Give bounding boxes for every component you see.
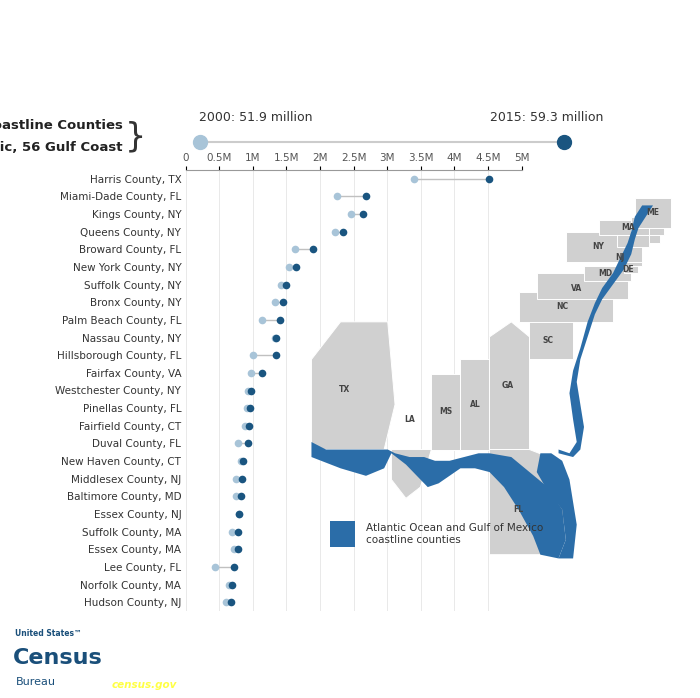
Text: MA: MA: [621, 223, 634, 232]
Text: Total Coastline Counties: Total Coastline Counties: [0, 119, 122, 132]
Text: 2015: 59.3 million: 2015: 59.3 million: [490, 112, 603, 124]
Bar: [330, 521, 355, 547]
Polygon shape: [489, 322, 529, 450]
Text: VA: VA: [571, 283, 582, 292]
Polygon shape: [537, 453, 577, 558]
Polygon shape: [617, 246, 642, 265]
Polygon shape: [461, 359, 489, 450]
Text: TX: TX: [339, 385, 350, 394]
Text: ME: ME: [647, 209, 659, 217]
Polygon shape: [312, 322, 395, 450]
Polygon shape: [559, 205, 653, 457]
Text: U.S. Department of Commerce: U.S. Department of Commerce: [112, 630, 279, 641]
Text: Economics and Statistics Administration: Economics and Statistics Administration: [112, 648, 294, 658]
Polygon shape: [529, 314, 573, 359]
Polygon shape: [566, 232, 642, 262]
Polygon shape: [631, 216, 650, 235]
Text: 2000: 51.9 million: 2000: 51.9 million: [199, 112, 313, 124]
Text: GA: GA: [502, 381, 514, 390]
Polygon shape: [519, 292, 613, 322]
Text: 129 Atlantic, 56 Gulf Coast: 129 Atlantic, 56 Gulf Coast: [0, 141, 122, 154]
Polygon shape: [537, 273, 628, 299]
Text: Atlantic Ocean and Gulf of Mexico
coastline counties: Atlantic Ocean and Gulf of Mexico coastl…: [366, 524, 543, 545]
Text: NJ: NJ: [615, 253, 625, 262]
Polygon shape: [584, 265, 631, 281]
Text: Change in Population of 25 Most Populous Atlantic and Gulf Coastline Counties: 2: Change in Population of 25 Most Populous…: [38, 82, 661, 95]
Text: U.S. CENSUS BUREAU: U.S. CENSUS BUREAU: [112, 664, 203, 674]
Text: AL: AL: [470, 400, 480, 409]
Text: census.gov: census.gov: [112, 680, 177, 690]
Text: DE: DE: [622, 265, 634, 274]
Text: (2000-2009), Vintage 2015 Population: (2000-2009), Vintage 2015 Population: [392, 650, 565, 658]
Text: }: }: [125, 120, 146, 153]
Polygon shape: [635, 198, 671, 228]
Text: Sources: 2000-2010 Intercensal Estimates: Sources: 2000-2010 Intercensal Estimates: [392, 631, 583, 640]
Polygon shape: [489, 450, 566, 555]
Text: Growth on the Coast: Growth on the Coast: [171, 22, 529, 56]
Text: Estimates (2010-2015).: Estimates (2010-2015).: [392, 668, 498, 677]
Polygon shape: [312, 442, 566, 558]
Text: Census: Census: [13, 648, 102, 668]
Text: MS: MS: [440, 408, 452, 417]
Bar: [8, 625, 99, 692]
Text: FL: FL: [514, 505, 524, 514]
Text: LA: LA: [404, 415, 415, 424]
Text: Bureau: Bureau: [15, 677, 55, 687]
Text: SC: SC: [542, 336, 553, 345]
Text: MD: MD: [598, 269, 613, 278]
Polygon shape: [391, 450, 431, 498]
Polygon shape: [624, 258, 638, 273]
Text: NY: NY: [593, 242, 605, 251]
Polygon shape: [431, 374, 461, 450]
Polygon shape: [598, 221, 664, 235]
Polygon shape: [617, 235, 650, 246]
Text: NC: NC: [556, 302, 568, 311]
Polygon shape: [650, 232, 660, 243]
Text: United States™: United States™: [15, 630, 82, 639]
